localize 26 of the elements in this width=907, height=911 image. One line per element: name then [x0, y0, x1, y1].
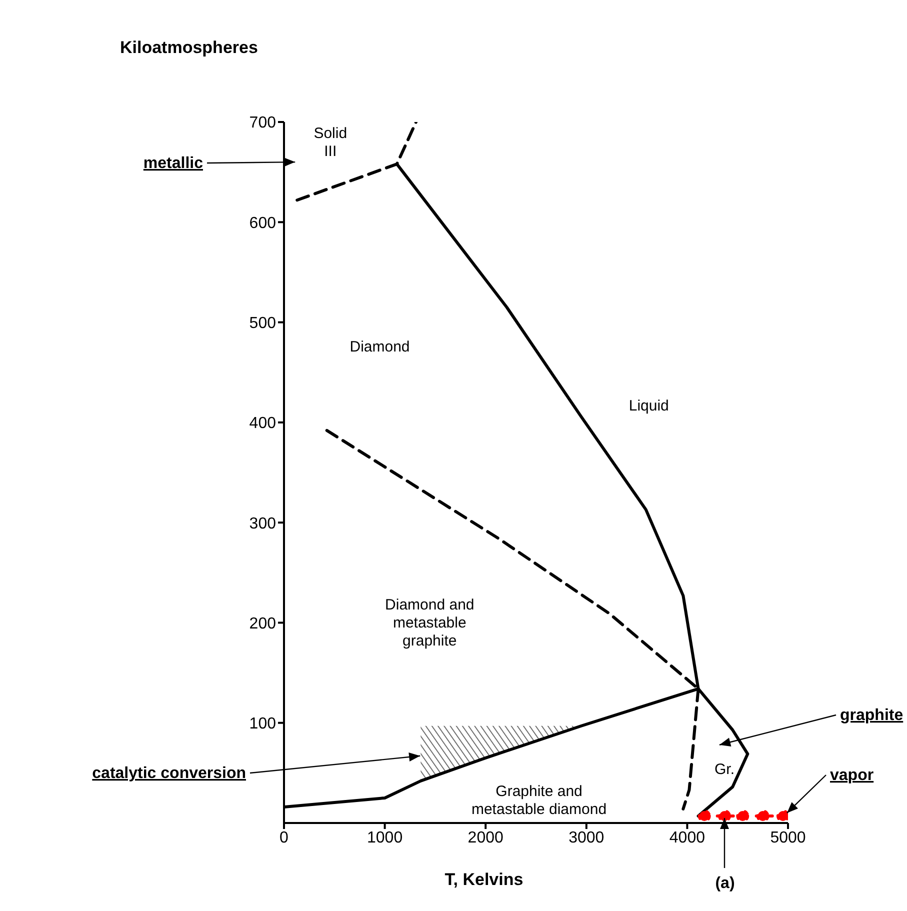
y-tick-label: 200 [249, 615, 276, 632]
annotation: catalytic conversion [92, 765, 246, 782]
annotation: Diamond [350, 338, 410, 356]
text: metallic [143, 155, 204, 172]
x-tick-label: 4000 [669, 829, 706, 846]
y-axis-title: Kiloatmospheres [120, 38, 258, 57]
annotation: (a) [715, 875, 735, 892]
x-tick-label: 5000 [770, 829, 806, 846]
annotation: Gr. [714, 760, 735, 778]
text: graphite [840, 707, 904, 724]
y-tick-label: 600 [249, 214, 276, 232]
x-tick-label: 0 [280, 829, 289, 846]
text: vapor [830, 767, 874, 784]
annotation: Liquid [628, 397, 669, 414]
annotation: Diamond and metastable graphite [385, 596, 474, 650]
y-tick-label: 700 [249, 114, 276, 132]
y-tick-label: 500 [249, 314, 276, 332]
x-tick-label: 3000 [568, 829, 604, 846]
x-tick-label: 2000 [468, 829, 504, 846]
y-tick-label: 100 [249, 716, 276, 733]
x-tick-label: 1000 [367, 829, 403, 846]
y-tick-label: 400 [249, 415, 276, 432]
y-tick-label: 300 [249, 515, 276, 532]
x-axis-title: T, Kelvins [444, 870, 524, 889]
annotation: Graphite and metastable diamond [471, 782, 607, 818]
annotation: Solid III [314, 125, 348, 160]
